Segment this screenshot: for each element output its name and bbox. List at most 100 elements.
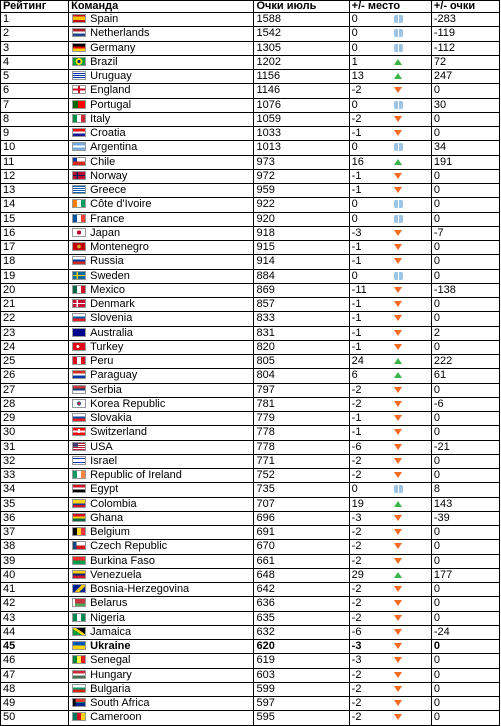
team-cell: Switzerland bbox=[68, 425, 255, 441]
points-change-cell: -6 bbox=[430, 396, 501, 413]
team-cell: Montenegro bbox=[68, 239, 255, 256]
team-name: Paraguay bbox=[90, 369, 138, 382]
arrow-down-icon bbox=[393, 386, 402, 393]
rank-change-value: -6 bbox=[351, 440, 362, 453]
flag-icon bbox=[72, 71, 87, 81]
rank-cell: 15 bbox=[0, 211, 70, 227]
flag-icon bbox=[72, 569, 87, 579]
team-cell: Belarus bbox=[68, 596, 255, 612]
points-change-cell: -283 bbox=[430, 11, 501, 28]
rank-change-value: 16 bbox=[351, 155, 364, 168]
arrow-up-icon bbox=[393, 571, 402, 578]
rank-cell: 25 bbox=[0, 353, 70, 370]
points-change-cell: 0 bbox=[430, 83, 501, 99]
points-cell: 752 bbox=[253, 467, 350, 484]
rank-change-value: -3 bbox=[351, 654, 362, 667]
team-cell: Bosnia-Herzegovina bbox=[68, 581, 255, 598]
table-row: 37 Belgium 691 -2 0 bbox=[0, 524, 501, 541]
rank-change-cell: -1 bbox=[348, 425, 430, 441]
rank-change-value: -3 bbox=[351, 511, 362, 524]
points-change-cell: 0 bbox=[430, 311, 501, 327]
points-cell: 603 bbox=[253, 667, 350, 683]
arrow-up-icon bbox=[393, 372, 402, 379]
rank-change-value: -2 bbox=[351, 682, 362, 695]
flag-icon bbox=[72, 683, 87, 693]
flag-icon bbox=[72, 398, 87, 408]
flag-icon bbox=[72, 512, 87, 522]
team-cell: Venezuela bbox=[68, 567, 255, 584]
points-cell: 915 bbox=[253, 239, 350, 256]
points-cell: 648 bbox=[253, 567, 350, 584]
rank-change-cell: -2 bbox=[348, 539, 430, 555]
rank-change-cell: -2 bbox=[348, 667, 430, 683]
points-change-cell: -112 bbox=[430, 40, 501, 56]
team-name: Denmark bbox=[90, 298, 135, 311]
table-row: 9 Croatia 1033 -1 0 bbox=[0, 125, 501, 142]
table-row: 16 Japan 918 -3 -7 bbox=[0, 225, 501, 242]
flag-icon bbox=[72, 227, 87, 237]
flag-icon bbox=[72, 698, 87, 708]
team-name: Cameroon bbox=[90, 711, 142, 724]
flag-icon bbox=[72, 441, 87, 451]
table-row: 27 Serbia 797 -2 0 bbox=[0, 382, 501, 398]
points-change-cell: 0 bbox=[430, 524, 501, 541]
flag-icon bbox=[72, 626, 87, 636]
rank-change-value: 1 bbox=[351, 55, 358, 68]
rank-cell: 40 bbox=[0, 567, 70, 584]
rank-change-cell: -6 bbox=[348, 624, 430, 641]
flag-icon bbox=[72, 712, 87, 722]
team-cell: Argentina bbox=[68, 140, 255, 156]
flag-icon bbox=[72, 413, 87, 423]
rank-change-cell: -2 bbox=[348, 581, 430, 598]
rank-change-cell: -1 bbox=[348, 410, 430, 427]
rank-change-cell: -11 bbox=[348, 282, 430, 299]
rank-cell: 37 bbox=[0, 524, 70, 541]
rank-change-value: 0 bbox=[351, 212, 358, 225]
team-name: Hungary bbox=[90, 668, 132, 681]
flag-icon bbox=[72, 427, 87, 437]
rank-change-value: 6 bbox=[351, 369, 358, 382]
rank-cell: 18 bbox=[0, 254, 70, 270]
rank-cell: 3 bbox=[0, 40, 70, 56]
team-name: Switzerland bbox=[90, 426, 147, 439]
team-cell: Germany bbox=[68, 40, 255, 56]
rank-change-cell: -2 bbox=[348, 553, 430, 569]
arrow-down-icon bbox=[393, 415, 402, 421]
rank-change-value: -6 bbox=[351, 625, 362, 638]
rank-cell: 44 bbox=[0, 624, 70, 641]
rank-cell: 43 bbox=[0, 610, 70, 626]
rank-change-cell: 0 bbox=[348, 197, 430, 213]
table-row: 4 Brazil 1202 1 72 bbox=[0, 54, 501, 71]
points-cell: 922 bbox=[253, 197, 350, 213]
points-cell: 1542 bbox=[253, 26, 350, 42]
rank-change-cell: -1 bbox=[348, 168, 430, 185]
arrow-down-icon bbox=[393, 657, 402, 664]
points-cell: 619 bbox=[253, 653, 350, 669]
flag-icon bbox=[72, 455, 87, 465]
flag-icon bbox=[72, 598, 87, 608]
team-name: Montenegro bbox=[90, 241, 149, 254]
table-row: 41 Bosnia-Herzegovina 642 -2 0 bbox=[0, 581, 501, 598]
team-cell: Denmark bbox=[68, 296, 255, 313]
rank-change-cell: -2 bbox=[348, 710, 430, 726]
rank-cell: 2 bbox=[0, 26, 70, 42]
points-change-cell: -119 bbox=[430, 26, 501, 42]
rank-cell: 5 bbox=[0, 68, 70, 85]
table-row: 46 Senegal 619 -3 0 bbox=[0, 653, 501, 669]
table-row: 19 Sweden 884 0 0 bbox=[0, 268, 501, 284]
rank-change-cell: -2 bbox=[348, 83, 430, 99]
header-rank: Рейтинг bbox=[0, 0, 70, 13]
rank-cell: 38 bbox=[0, 539, 70, 555]
arrow-down-icon bbox=[393, 457, 402, 464]
rank-cell: 9 bbox=[0, 125, 70, 142]
flag-icon bbox=[72, 584, 87, 594]
arrow-down-icon bbox=[393, 685, 402, 692]
flag-icon bbox=[72, 498, 87, 508]
arrow-down-icon bbox=[393, 557, 402, 564]
team-cell: Norway bbox=[68, 168, 255, 185]
rank-cell: 36 bbox=[0, 510, 70, 527]
team-name: England bbox=[90, 84, 131, 97]
points-change-cell: 0 bbox=[430, 553, 501, 569]
team-name: Ukraine bbox=[90, 640, 131, 653]
rank-change-cell: -1 bbox=[348, 296, 430, 313]
